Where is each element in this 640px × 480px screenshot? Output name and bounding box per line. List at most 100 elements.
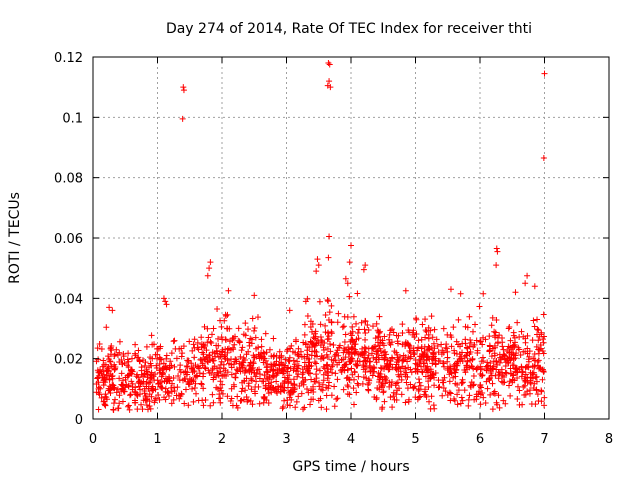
data-point <box>227 397 234 404</box>
data-point <box>125 350 132 357</box>
data-point <box>527 369 534 376</box>
data-point <box>210 325 217 332</box>
data-point <box>182 375 189 382</box>
data-point <box>344 314 351 321</box>
data-point <box>155 345 162 352</box>
data-point <box>149 341 156 348</box>
data-point <box>465 396 472 403</box>
data-point <box>323 351 330 358</box>
data-point <box>255 351 262 358</box>
data-point <box>432 361 439 368</box>
data-point <box>274 390 281 397</box>
data-point <box>444 354 451 361</box>
data-point <box>376 376 383 383</box>
data-point <box>477 370 484 377</box>
data-point <box>355 335 362 342</box>
data-point <box>522 280 529 287</box>
data-point <box>325 298 332 305</box>
data-point <box>423 393 430 400</box>
data-point <box>448 343 455 350</box>
data-point <box>191 354 198 361</box>
data-point <box>325 333 332 340</box>
data-point <box>230 381 237 388</box>
data-point <box>326 233 333 240</box>
data-point <box>492 372 499 379</box>
data-point <box>313 360 320 367</box>
x-tick-label: 1 <box>153 432 161 447</box>
data-point <box>415 376 422 383</box>
data-point <box>454 358 461 365</box>
data-point <box>302 340 309 347</box>
data-point <box>214 369 221 376</box>
data-point <box>478 358 485 365</box>
data-point <box>413 330 420 337</box>
y-tick-labels: 0 0.02 0.04 0.06 0.08 0.1 0.12 <box>54 51 83 428</box>
data-point <box>242 320 249 327</box>
data-point <box>493 262 500 269</box>
data-point <box>404 358 411 365</box>
data-point <box>428 344 435 351</box>
data-point <box>405 342 412 349</box>
data-point <box>394 338 401 345</box>
data-point <box>440 360 447 367</box>
data-point <box>183 362 190 369</box>
data-point <box>324 375 331 382</box>
data-point <box>97 385 104 392</box>
data-point <box>535 327 542 334</box>
data-point <box>345 350 352 357</box>
data-point <box>355 373 362 380</box>
data-point <box>377 364 384 371</box>
data-point <box>507 392 514 399</box>
data-point <box>198 341 205 348</box>
data-point <box>93 358 100 365</box>
data-point <box>407 366 414 373</box>
x-tick-label: 4 <box>347 432 355 447</box>
data-point <box>454 391 461 398</box>
data-point <box>291 382 298 389</box>
data-point <box>311 359 318 366</box>
data-point <box>248 386 255 393</box>
data-point <box>271 373 278 380</box>
data-point <box>507 337 514 344</box>
data-point <box>284 346 291 353</box>
data-point <box>344 374 351 381</box>
data-point <box>428 313 435 320</box>
data-point <box>447 363 454 370</box>
data-point <box>440 349 447 356</box>
data-point <box>487 391 494 398</box>
data-point <box>531 323 538 330</box>
data-point <box>491 332 498 339</box>
data-point <box>108 363 115 370</box>
data-point <box>269 372 276 379</box>
data-point <box>217 368 224 375</box>
data-point <box>270 367 277 374</box>
data-point <box>191 385 198 392</box>
data-point <box>383 374 390 381</box>
data-point <box>245 380 252 387</box>
data-point <box>327 366 334 373</box>
data-point <box>386 331 393 338</box>
data-point <box>504 359 511 366</box>
data-point <box>186 338 193 345</box>
data-point <box>419 369 426 376</box>
data-point <box>279 370 286 377</box>
data-point <box>213 347 220 354</box>
data-point <box>134 371 141 378</box>
data-point <box>451 350 458 357</box>
data-point <box>218 323 225 330</box>
data-point <box>238 388 245 395</box>
data-point <box>461 367 468 374</box>
data-point <box>467 348 474 355</box>
data-point <box>344 280 351 287</box>
data-point <box>417 382 424 389</box>
data-point <box>291 385 298 392</box>
data-point <box>180 84 187 91</box>
data-point <box>207 259 214 266</box>
data-point <box>209 349 216 356</box>
data-point <box>334 395 341 402</box>
data-point <box>520 383 527 390</box>
data-point <box>510 329 517 336</box>
data-point <box>188 365 195 372</box>
data-point <box>259 353 266 360</box>
